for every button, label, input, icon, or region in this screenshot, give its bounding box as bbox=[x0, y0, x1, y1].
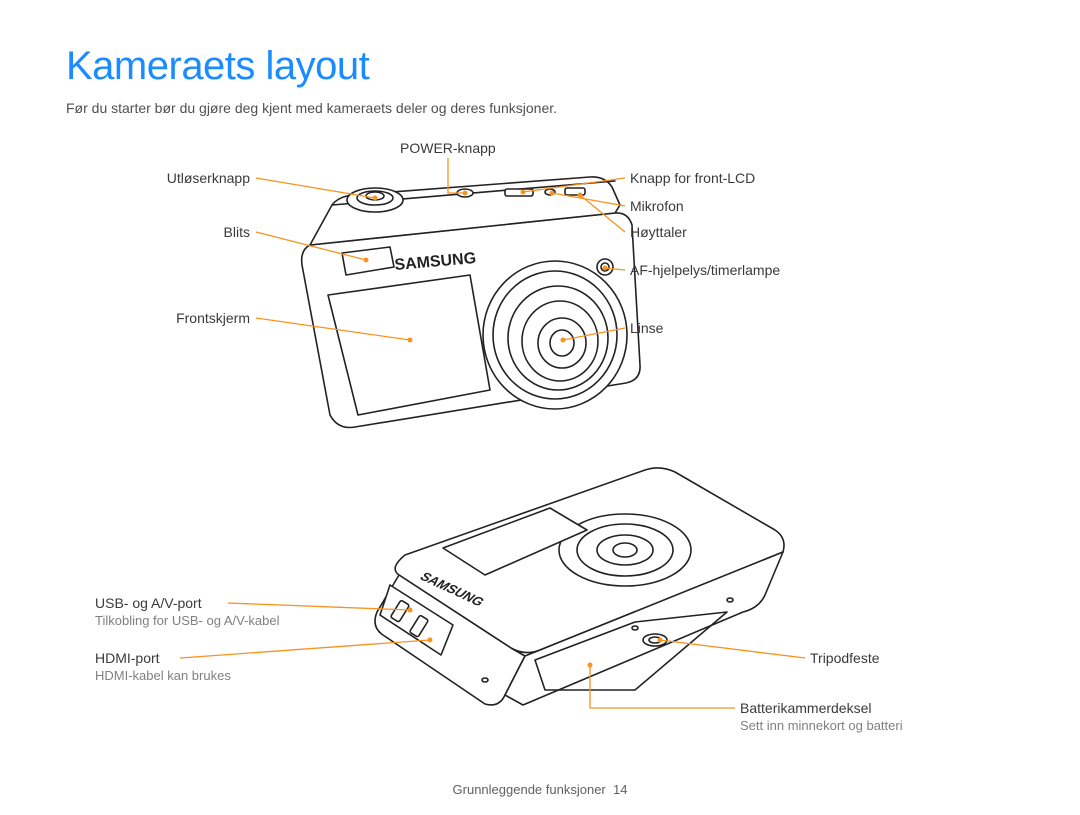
page-title: Kameraets layout bbox=[66, 44, 369, 89]
footer-section: Grunnleggende funksjoner bbox=[453, 782, 606, 797]
label-flash: Blits bbox=[216, 224, 250, 240]
label-battery-sub: Sett inn minnekort og batteri bbox=[740, 718, 903, 733]
label-power: POWER-knapp bbox=[400, 140, 496, 156]
label-speaker: Høyttaler bbox=[630, 224, 687, 240]
label-frontlcd-btn: Knapp for front-LCD bbox=[630, 170, 755, 186]
label-mic: Mikrofon bbox=[630, 198, 684, 214]
label-tripod: Tripodfeste bbox=[810, 650, 880, 666]
camera-bottom-illustration: SAMSUNG bbox=[335, 460, 795, 740]
label-frontscreen: Frontskjerm bbox=[170, 310, 250, 326]
label-shutter: Utløserknapp bbox=[154, 170, 250, 186]
page-footer: Grunnleggende funksjoner 14 bbox=[0, 782, 1080, 797]
label-hdmi-sub: HDMI-kabel kan brukes bbox=[95, 668, 231, 683]
label-lens: Linse bbox=[630, 320, 663, 336]
label-aflamp: AF-hjelpelys/timerlampe bbox=[630, 262, 780, 278]
label-usb-sub: Tilkobling for USB- og A/V-kabel bbox=[95, 613, 280, 628]
page-subtitle: Før du starter bør du gjøre deg kjent me… bbox=[66, 100, 557, 116]
label-battery: Batterikammerdeksel bbox=[740, 700, 872, 716]
title-text: Kameraets layout bbox=[66, 44, 369, 88]
camera-front-illustration: SAMSUNG bbox=[280, 175, 650, 435]
footer-page: 14 bbox=[613, 782, 627, 797]
label-hdmi: HDMI-port bbox=[95, 650, 160, 666]
label-usb: USB- og A/V-port bbox=[95, 595, 202, 611]
